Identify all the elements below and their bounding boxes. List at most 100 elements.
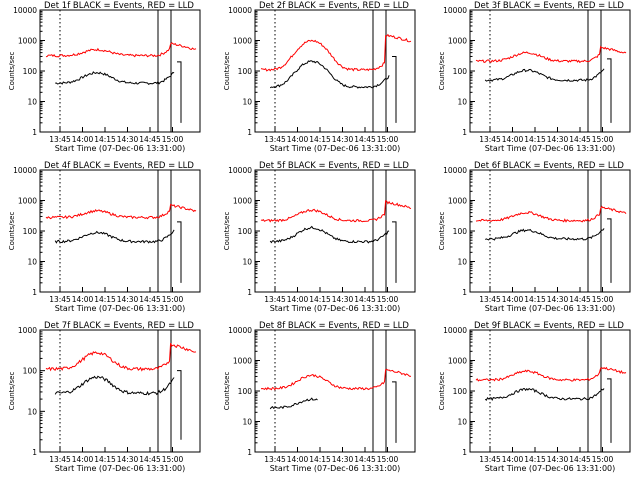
y-tick-label: 10 bbox=[457, 258, 467, 267]
plot-frame bbox=[39, 9, 201, 133]
y-tick-label: 100 bbox=[23, 227, 38, 236]
y-tick-label: 100 bbox=[23, 67, 38, 76]
y-tick-label: 1000 bbox=[448, 37, 467, 46]
plot-frame bbox=[469, 169, 631, 293]
y-tick-label: 10000 bbox=[443, 166, 467, 175]
x-tick-label: 14:15 bbox=[309, 295, 331, 304]
y-tick-label: 10 bbox=[242, 418, 252, 427]
panel-title: Det 4f BLACK = Events, RED = LLD bbox=[44, 161, 194, 171]
x-axis-label: Start Time (07-Dec-06 13:31:00) bbox=[485, 304, 616, 313]
panel-det-3: Det 3f BLACK = Events, RED = LLD 1 10 100 10… bbox=[438, 1, 631, 153]
lld-series-line bbox=[45, 42, 197, 58]
x-tick-label: 15:00 bbox=[592, 295, 614, 304]
y-axis-label: Counts/sec bbox=[8, 52, 16, 91]
x-tick-label: 14:00 bbox=[287, 295, 309, 304]
lld-series-line bbox=[260, 200, 412, 223]
y-tick-label: 1 bbox=[462, 288, 467, 297]
events-series-line bbox=[269, 225, 390, 244]
panel-title: Det 3f BLACK = Events, RED = LLD bbox=[474, 1, 624, 11]
lld-series-line bbox=[260, 368, 412, 391]
x-tick-label: 14:45 bbox=[139, 455, 161, 464]
panel-title: Det 9f BLACK = Events, RED = LLD bbox=[474, 321, 624, 331]
y-tick-label: 10 bbox=[27, 258, 37, 267]
x-tick-label: 14:30 bbox=[547, 295, 569, 304]
x-tick-label: 14:00 bbox=[502, 455, 524, 464]
y-axis-label: Counts/sec bbox=[8, 212, 16, 251]
events-tail-line bbox=[392, 55, 397, 123]
y-tick-label: 10000 bbox=[13, 166, 37, 175]
x-tick-label: 13:45 bbox=[264, 455, 286, 464]
y-tick-label: 10000 bbox=[228, 326, 252, 335]
y-tick-label: 100 bbox=[238, 387, 253, 396]
events-tail-line bbox=[392, 221, 397, 283]
x-tick-label: 14:00 bbox=[287, 455, 309, 464]
y-tick-label: 10 bbox=[27, 98, 37, 107]
y-tick-label: 10000 bbox=[228, 6, 252, 15]
y-tick-label: 1 bbox=[247, 448, 252, 457]
x-tick-label: 14:00 bbox=[72, 455, 94, 464]
panel-det-4: Det 4f BLACK = Events, RED = LLD 1 10 100 10… bbox=[8, 161, 201, 313]
x-axis-label: Start Time (07-Dec-06 13:31:00) bbox=[485, 464, 616, 473]
y-tick-label: 1000 bbox=[233, 197, 252, 206]
x-tick-label: 14:30 bbox=[332, 295, 354, 304]
events-tail-line bbox=[607, 58, 612, 123]
panel-title: Det 6f BLACK = Events, RED = LLD bbox=[474, 161, 624, 171]
x-tick-label: 14:45 bbox=[569, 455, 591, 464]
y-tick-label: 1000 bbox=[448, 197, 467, 206]
y-tick-label: 10000 bbox=[443, 6, 467, 15]
y-tick-label: 100 bbox=[453, 67, 468, 76]
events-series-line bbox=[269, 60, 390, 89]
x-tick-label: 14:15 bbox=[94, 455, 116, 464]
x-tick-label: 15:00 bbox=[162, 455, 184, 464]
x-tick-label: 13:45 bbox=[49, 455, 71, 464]
plot-frame bbox=[39, 169, 201, 293]
plot-frame bbox=[254, 9, 416, 133]
y-tick-label: 1 bbox=[32, 288, 37, 297]
panel-det-7: Det 7f BLACK = Events, RED = LLD 1 10 100 10… bbox=[8, 321, 201, 473]
panel-det-8: Det 8f BLACK = Events, RED = LLD 1 10 100 10… bbox=[223, 321, 416, 473]
y-axis-label: Counts/sec bbox=[223, 52, 231, 91]
x-tick-label: 14:15 bbox=[524, 455, 546, 464]
panel-title: Det 5f BLACK = Events, RED = LLD bbox=[259, 161, 409, 171]
events-tail-line bbox=[177, 61, 182, 123]
events-series-line bbox=[484, 387, 605, 401]
x-tick-label: 14:00 bbox=[287, 135, 309, 144]
y-tick-label: 1 bbox=[32, 128, 37, 137]
x-tick-label: 15:00 bbox=[162, 135, 184, 144]
events-series-line bbox=[54, 375, 175, 396]
x-tick-label: 14:45 bbox=[354, 135, 376, 144]
x-tick-label: 14:30 bbox=[117, 135, 139, 144]
x-tick-label: 13:45 bbox=[49, 295, 71, 304]
panel-title: Det 2f BLACK = Events, RED = LLD bbox=[259, 1, 409, 11]
x-tick-label: 14:15 bbox=[309, 135, 331, 144]
x-tick-label: 14:45 bbox=[354, 455, 376, 464]
y-tick-label: 10000 bbox=[228, 166, 252, 175]
lld-series-line bbox=[45, 203, 197, 220]
panel-det-9: Det 9f BLACK = Events, RED = LLD 1 10 100 10… bbox=[438, 321, 631, 473]
y-tick-label: 10 bbox=[242, 98, 252, 107]
y-axis-label: Counts/sec bbox=[438, 52, 446, 91]
y-tick-label: 100 bbox=[453, 387, 468, 396]
x-axis-label: Start Time (07-Dec-06 13:31:00) bbox=[55, 304, 186, 313]
panel-det-2: Det 2f BLACK = Events, RED = LLD 1 10 100 10… bbox=[223, 1, 416, 153]
events-series-line bbox=[54, 229, 175, 244]
x-tick-label: 14:15 bbox=[94, 135, 116, 144]
x-tick-label: 14:45 bbox=[354, 295, 376, 304]
y-tick-label: 1000 bbox=[233, 357, 252, 366]
y-tick-label: 10000 bbox=[13, 6, 37, 15]
x-tick-label: 14:45 bbox=[139, 295, 161, 304]
y-tick-label: 10 bbox=[457, 98, 467, 107]
panel-det-6: Det 6f BLACK = Events, RED = LLD 1 10 100 10… bbox=[438, 161, 631, 313]
x-tick-label: 13:45 bbox=[479, 135, 501, 144]
x-tick-label: 14:45 bbox=[569, 295, 591, 304]
events-tail-line bbox=[392, 381, 397, 443]
x-tick-label: 14:30 bbox=[547, 455, 569, 464]
lld-series-line bbox=[475, 205, 627, 223]
y-tick-label: 100 bbox=[23, 367, 38, 376]
x-axis-label: Start Time (07-Dec-06 13:31:00) bbox=[55, 464, 186, 473]
x-axis-label: Start Time (07-Dec-06 13:31:00) bbox=[485, 144, 616, 153]
events-tail-line bbox=[177, 370, 182, 440]
x-tick-label: 14:30 bbox=[117, 455, 139, 464]
events-tail-line bbox=[177, 221, 182, 283]
x-tick-label: 15:00 bbox=[592, 135, 614, 144]
